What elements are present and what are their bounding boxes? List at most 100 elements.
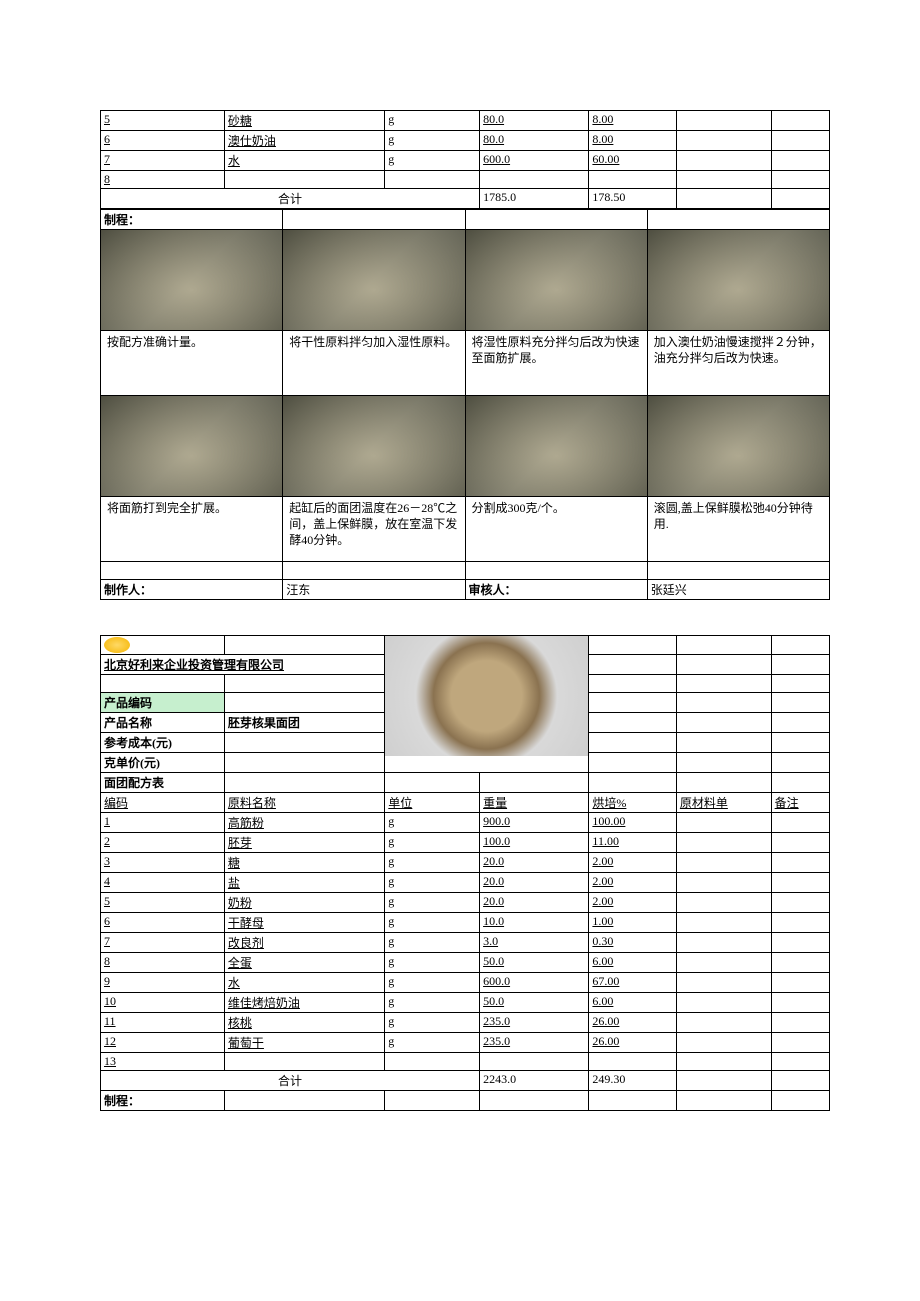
table-row-name [224,1053,384,1071]
table-row-weight: 20.0 [480,853,589,873]
table-row-pct: 1.00 [589,913,676,933]
process-step: 将湿性原料充分拌匀后改为快速至面筋扩展。 [469,332,644,394]
table-row-weight: 600.0 [480,973,589,993]
table-row-unit: g [385,953,480,973]
table-row-unit: g [385,1013,480,1033]
table-row-name: 改良剂 [224,933,384,953]
header-pct: 烘培% [589,793,676,813]
table-row-pct: 6.00 [589,993,676,1013]
header-matcost: 原材料单 [676,793,771,813]
header-unit: 单位 [385,793,480,813]
table-row-weight: 80.0 [480,131,589,151]
recipe-sheet-2: 北京好利来企业投资管理有限公司 产品编码 产品名称 胚芽核果面团 参考成本(元)… [100,635,830,1111]
process-step: 滚圆,盖上保鲜膜松弛40分钟待用. [651,498,826,560]
table-row-weight: 10.0 [480,913,589,933]
process-step: 按配方准确计量。 [104,332,279,394]
table-row-pct: 100.00 [589,813,676,833]
header-code: 编码 [101,793,225,813]
table-row-code: 6 [101,131,225,151]
product-photo [385,636,588,756]
table-row-code: 8 [101,171,225,189]
table-row-unit: g [385,853,480,873]
label-product-name: 产品名称 [101,713,225,733]
table-row-name: 高筋粉 [224,813,384,833]
maker-label: 制作人： [101,580,283,600]
table-row-weight: 3.0 [480,933,589,953]
table-row-name: 砂糖 [224,111,384,131]
product-name-value: 胚芽核果面团 [224,713,384,733]
process-photo [648,230,829,330]
total-pct-2: 249.30 [589,1071,676,1091]
table-row-weight: 20.0 [480,873,589,893]
table-row-pct: 6.00 [589,953,676,973]
table-row-unit: g [385,131,480,151]
total-weight-2: 2243.0 [480,1071,589,1091]
process-title-2: 制程： [101,1091,225,1111]
table-row-name: 核桃 [224,1013,384,1033]
process-photo [648,396,829,496]
table-row-weight: 235.0 [480,1013,589,1033]
process-photo [101,396,282,496]
table-row-name: 水 [224,151,384,171]
table-row-name: 水 [224,973,384,993]
table-row-weight: 50.0 [480,993,589,1013]
table-row-code: 5 [101,111,225,131]
table-row-unit: g [385,151,480,171]
table-row-name: 糖 [224,853,384,873]
table-row-unit: g [385,873,480,893]
table-row-code: 7 [101,151,225,171]
total-pct: 178.50 [589,189,676,209]
table-row-unit: g [385,993,480,1013]
table-row-unit [385,1053,480,1071]
table-row-weight: 50.0 [480,953,589,973]
table-row-weight [480,1053,589,1071]
logo-icon [104,637,130,653]
table-row-pct [589,171,676,189]
total-weight: 1785.0 [480,189,589,209]
process-step: 加入澳仕奶油慢速搅拌２分钟，油充分拌匀后改为快速。 [651,332,826,394]
process-step: 起缸后的面团温度在26－28℃之间，盖上保鲜膜，放在室温下发酵40分钟。 [286,498,461,560]
reviewer-name: 张廷兴 [647,580,829,600]
table-row-code: 1 [101,813,225,833]
label-recipe-title: 面团配方表 [101,773,225,793]
table-row-pct: 11.00 [589,833,676,853]
process-photo [101,230,282,330]
table-row-unit: g [385,111,480,131]
table-row-pct: 2.00 [589,873,676,893]
table-row-pct: 60.00 [589,151,676,171]
table-row-pct: 8.00 [589,131,676,151]
header-name: 原料名称 [224,793,384,813]
process-section-1: 制程： 按配方准确计量。 将干性原料拌匀加入湿性原料。 将湿性原料充分拌匀后改为… [100,209,830,600]
total-label-2: 合计 [101,1071,480,1091]
table-row-code: 9 [101,973,225,993]
table-row-name: 胚芽 [224,833,384,853]
maker-name: 汪东 [283,580,465,600]
process-step: 分割成300克/个。 [469,498,644,560]
table-row-code: 13 [101,1053,225,1071]
table-row-weight: 20.0 [480,893,589,913]
table-row-code: 8 [101,953,225,973]
table-row-unit: g [385,913,480,933]
table-row-weight: 600.0 [480,151,589,171]
label-ref-cost: 参考成本(元) [101,733,225,753]
table-row-unit: g [385,973,480,993]
table-row-unit [385,171,480,189]
company-name: 北京好利来企业投资管理有限公司 [101,655,385,675]
table-row-weight: 80.0 [480,111,589,131]
table-row-code: 3 [101,853,225,873]
table-row-name: 维佳烤焙奶油 [224,993,384,1013]
table-row-pct [589,1053,676,1071]
table-row-pct: 26.00 [589,1033,676,1053]
header-note: 备注 [771,793,829,813]
table-row-unit: g [385,813,480,833]
table-row-unit: g [385,1033,480,1053]
table-row-unit: g [385,933,480,953]
table-row-code: 5 [101,893,225,913]
table-row-pct: 26.00 [589,1013,676,1033]
table-row-code: 2 [101,833,225,853]
table-row-pct: 0.30 [589,933,676,953]
table-row-name: 澳仕奶油 [224,131,384,151]
table-row-name: 干酵母 [224,913,384,933]
label-product-code: 产品编码 [101,693,225,713]
ingredient-table-top: 5 砂糖 g 80.0 8.00 6 澳仕奶油 g 80.0 8.00 7 水 … [100,110,830,209]
